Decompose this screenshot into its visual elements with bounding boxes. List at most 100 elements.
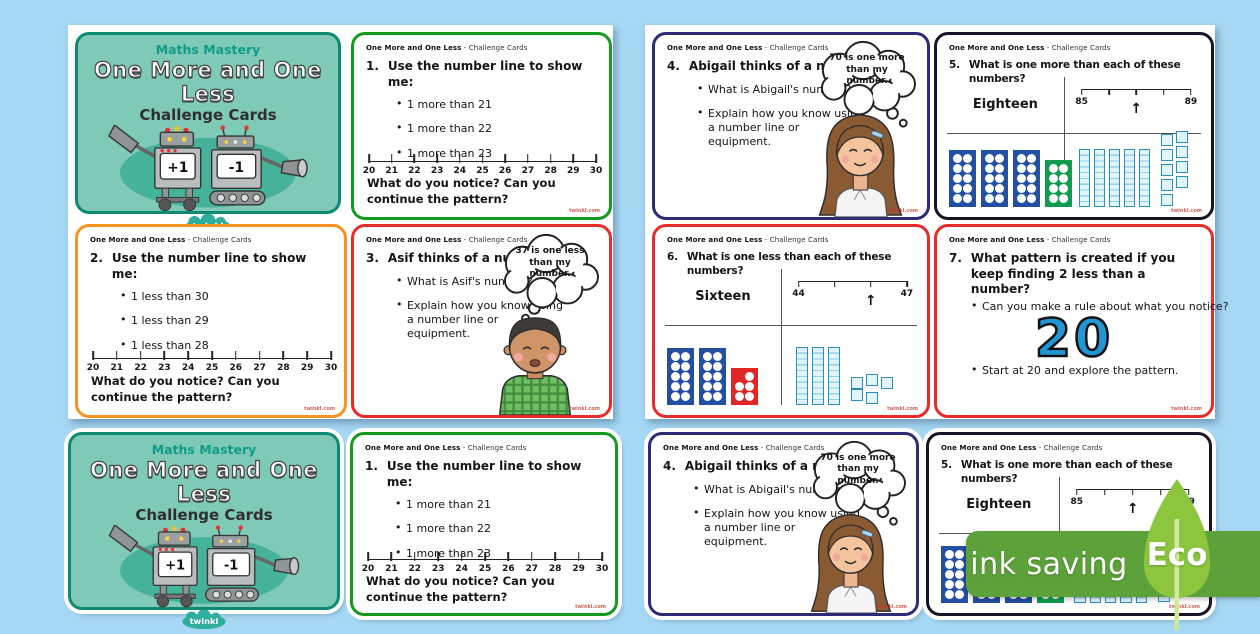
- card-header: One More and One Less - Challenge Cards: [937, 227, 1211, 244]
- ten-frames: [949, 141, 1072, 207]
- card-header: One More and One Less - Challenge Cards: [78, 227, 344, 244]
- watermark: twinkl.com: [1169, 604, 1200, 610]
- card-header-title: One More and One Less: [663, 444, 759, 452]
- series-label: Maths Mastery: [151, 442, 257, 457]
- bullet-item: Start at 20 and explore the pattern.: [971, 363, 1245, 379]
- watermark: twinkl.com: [1171, 406, 1202, 412]
- question: 5. What is one more than each of these nu…: [929, 452, 1209, 486]
- thought-bubble-text: 70 is one more than my number.: [829, 52, 905, 87]
- four-representations-grid: Eighteen 85↑89: [947, 77, 1201, 209]
- bullet-item: Explain how you know using a number line…: [396, 298, 564, 342]
- printable-sheet-2: One More and One Less - Challenge Cards …: [645, 25, 1229, 419]
- eco-leaf: Eco: [1136, 477, 1218, 630]
- question-number: 1.: [366, 59, 379, 73]
- thought-bubble: 70 is one more than my number.: [811, 37, 923, 131]
- ink-saving-banner: ink saving: [966, 531, 1260, 597]
- question-number: 4.: [663, 459, 676, 473]
- card-header-suffix: - Challenge Cards: [460, 444, 527, 452]
- card-header-title: One More and One Less: [366, 44, 462, 52]
- robots-illustration: +1 -1: [108, 525, 300, 608]
- question: 6. What is one less than each of these nu…: [655, 244, 927, 278]
- card-header-suffix: - Challenge Cards: [1044, 236, 1111, 244]
- base-ten-blocks: [1071, 131, 1201, 207]
- number-line: 20 21 22 23 24 25 26 27 28 29 30: [87, 351, 337, 381]
- card-header: One More and One Less - Challenge Cards: [354, 35, 609, 52]
- bullet-item: What is Abigail's number?: [693, 482, 861, 497]
- card-header-suffix: - Challenge Cards: [758, 444, 825, 452]
- footer-question: What do you notice? Can you continue the…: [367, 175, 556, 206]
- resource-subtitle: Challenge Cards: [139, 106, 277, 124]
- ten-frames: [667, 333, 780, 405]
- number-line: 85↑89: [1075, 89, 1197, 119]
- challenge-card-1: One More and One Less - Challenge Cards …: [351, 32, 612, 220]
- question-text: Use the number line to show me:: [386, 459, 582, 489]
- thought-bubble-text: 37 is one less than my number.: [515, 245, 585, 280]
- bullet-item: 1 more than 21: [395, 497, 603, 512]
- question-text: Use the number line to show me:: [387, 59, 583, 89]
- question-text: What pattern is created if you keep find…: [970, 251, 1176, 297]
- number-word: Sixteen: [695, 289, 751, 304]
- question-number: 7.: [949, 251, 962, 265]
- ink-saving-label: ink saving: [970, 546, 1128, 582]
- watermark: twinkl.com: [569, 406, 600, 412]
- card-header-title: One More and One Less: [949, 236, 1045, 244]
- card-header: One More and One Less - Challenge Cards: [929, 435, 1209, 452]
- twinkl-logo-text: twinkl: [190, 616, 219, 626]
- grid-divider-vertical: [1063, 77, 1066, 207]
- question-text: What is one more than each of these numb…: [968, 59, 1181, 85]
- number-word: Eighteen: [972, 97, 1038, 112]
- challenge-card-4-duplicate: One More and One Less - Challenge Cards …: [648, 432, 919, 616]
- resource-title: One More and One Less: [89, 457, 319, 506]
- thought-bubble: 70 is one more than my number.: [804, 437, 912, 529]
- footer-question: What do you notice? Can you continue the…: [91, 373, 280, 404]
- watermark: twinkl.com: [887, 208, 918, 214]
- robot-minus-one-screen: -1: [229, 160, 244, 176]
- bullet-item: 1 more than 22: [396, 121, 597, 136]
- number-line: 44 ↑ 47: [792, 281, 913, 311]
- resource-title: One More and One Less: [93, 57, 323, 106]
- twinkl-logo: twinkl: [182, 610, 226, 630]
- question: 7. What pattern is created if you keep fi…: [937, 244, 1211, 298]
- bullet-item: 1 more than 21: [396, 97, 597, 112]
- question-number: 5.: [941, 459, 952, 471]
- card-header-suffix: - Challenge Cards: [1036, 444, 1103, 452]
- base-ten-blocks: [788, 331, 917, 405]
- card-header-title: One More and One Less: [366, 236, 462, 244]
- card-header-suffix: - Challenge Cards: [461, 44, 528, 52]
- card-header: One More and One Less - Challenge Cards: [354, 227, 609, 244]
- printable-sheet-1: Maths Mastery One More and One Less Chal…: [68, 25, 613, 419]
- challenge-card-4: One More and One Less - Challenge Cards …: [652, 32, 930, 220]
- bullet-list: What is Abigail's number? Explain how yo…: [655, 82, 877, 150]
- question-text: What is one more than each of these numb…: [960, 459, 1173, 485]
- card-header-title: One More and One Less: [667, 44, 763, 52]
- watermark: twinkl.com: [304, 406, 335, 412]
- abigail-illustration: [818, 114, 903, 217]
- grid-divider-horizontal: [947, 133, 1201, 135]
- watermark: twinkl.com: [569, 208, 600, 214]
- question-number: 6.: [667, 251, 678, 263]
- robot-plus-one-screen: +1: [165, 559, 185, 574]
- bullet-item: What is Asif's number?: [396, 274, 564, 289]
- bullet-item: 1 more than 23: [395, 546, 603, 561]
- bullet-item: Explain how you know using a number line…: [693, 506, 861, 550]
- footer-question: What do you notice? Can you continue the…: [366, 573, 555, 604]
- question-number: 2.: [90, 251, 103, 265]
- leaf-icon: [1144, 479, 1210, 630]
- challenge-card-2: One More and One Less - Challenge Cards …: [75, 224, 347, 418]
- bullet-list: What is Asif's number? Explain how you k…: [354, 274, 576, 342]
- question-number: 5.: [949, 59, 960, 71]
- robot-minus-one-screen: -1: [224, 559, 239, 574]
- challenge-card-3: One More and One Less - Challenge Cards …: [351, 224, 612, 418]
- watermark: twinkl.com: [575, 604, 606, 610]
- card-header: One More and One Less - Challenge Cards: [655, 35, 927, 52]
- bullet-item: 1 less than 30: [120, 289, 332, 304]
- card-header-title: One More and One Less: [667, 236, 763, 244]
- thought-bubble: 37 is one less than my number.: [495, 230, 605, 324]
- bullet-item: What is Abigail's number?: [697, 82, 865, 97]
- question-number: 3.: [366, 251, 379, 265]
- bullet-item: 1 less than 28: [120, 338, 332, 353]
- bullet-item: 1 more than 22: [395, 521, 603, 536]
- number-word: Eighteen: [966, 497, 1032, 512]
- card-header: One More and One Less - Challenge Cards: [651, 435, 916, 452]
